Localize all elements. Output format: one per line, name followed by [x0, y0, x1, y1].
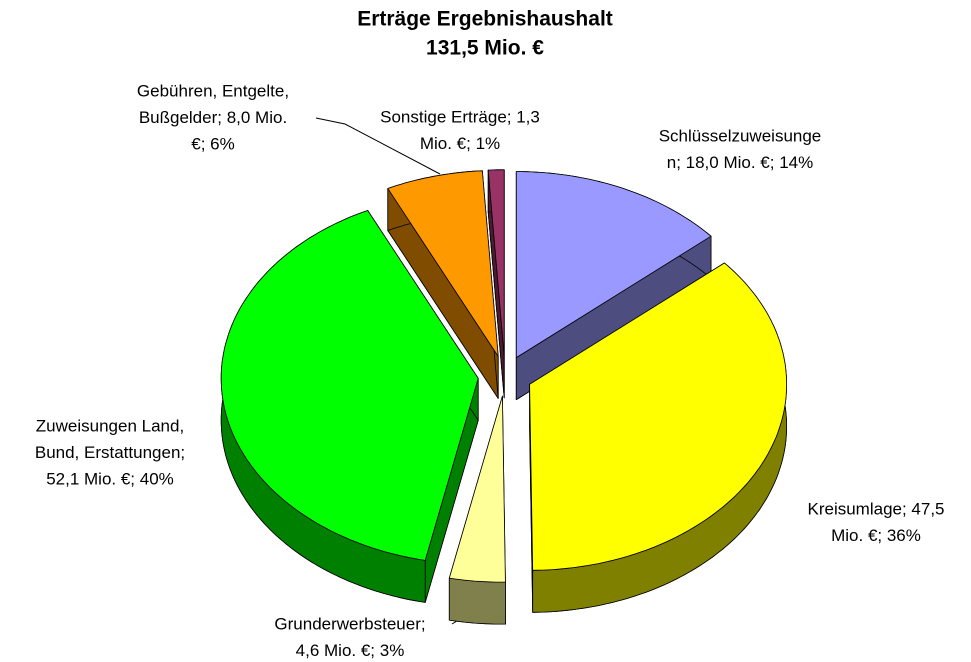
data-label: Sonstige Erträge; 1,3 [380, 107, 540, 126]
slice-top [387, 170, 499, 357]
slice-top [529, 262, 787, 571]
data-label: Kreisumlage; 47,5 [807, 499, 944, 518]
slice [529, 262, 787, 613]
slice-top [487, 169, 505, 357]
data-label: Bußgelder; 8,0 Mio. [139, 108, 287, 127]
data-label: Mio. €; 1% [420, 134, 500, 153]
slice [487, 169, 505, 399]
data-label: Bund, Erstattungen; [35, 443, 185, 462]
data-label: 4,6 Mio. €; 3% [296, 641, 405, 660]
slice-top [220, 210, 479, 561]
chart-subtitle: 131,5 Mio. € [426, 37, 544, 60]
data-labels: Schlüsselzuweisunge n; 18,0 Mio. €; 14% Kr… [35, 81, 945, 660]
data-label: n; 18,0 Mio. €; 14% [667, 153, 813, 172]
slice-top [448, 395, 506, 583]
data-label: 52,1 Mio. €; 40% [46, 469, 174, 488]
data-label: Schlüsselzuweisunge [659, 126, 822, 145]
pie [220, 169, 787, 625]
data-label: €; 6% [191, 134, 234, 153]
data-label: Mio. €; 36% [831, 526, 921, 545]
slice [515, 171, 712, 400]
slice [448, 395, 506, 625]
slice [220, 210, 479, 603]
data-label: Gebühren, Entgelte, [137, 81, 289, 100]
chart-title: Erträge Ergebnishaushalt [357, 8, 613, 31]
data-label: Zuweisungen Land, [36, 416, 184, 435]
slice-side [448, 577, 506, 625]
slice [387, 170, 499, 399]
slice-top [515, 171, 712, 358]
data-label: Grunderwerbsteuer; [274, 614, 425, 633]
leader-line [315, 117, 441, 175]
